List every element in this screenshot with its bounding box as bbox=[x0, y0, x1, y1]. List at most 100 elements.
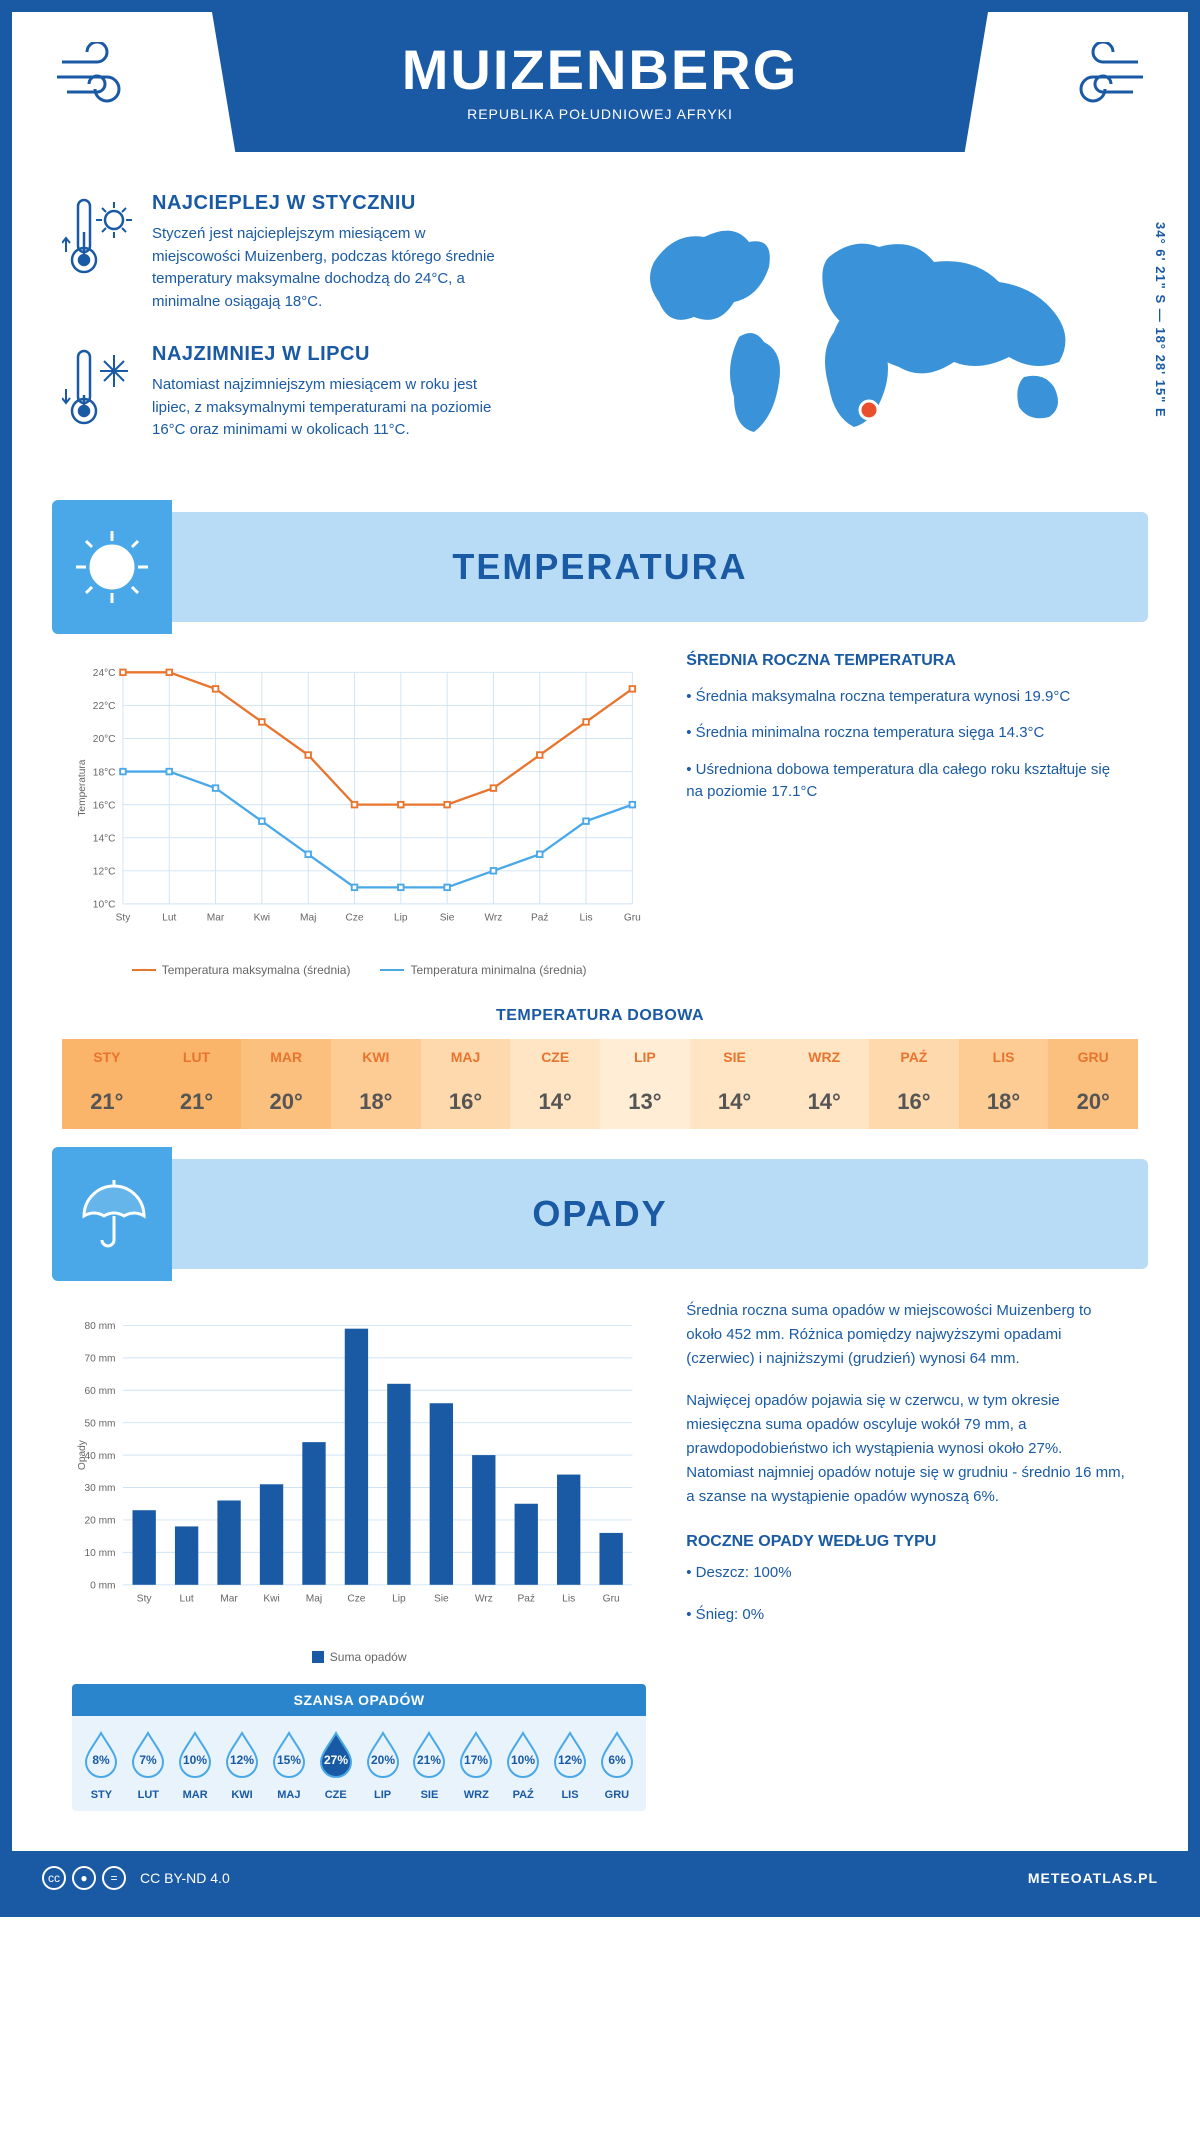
daily-col: LIS18° bbox=[959, 1039, 1049, 1129]
daily-col: LIP13° bbox=[600, 1039, 690, 1129]
legend-max: Temperatura maksymalna (średnia) bbox=[162, 963, 351, 977]
svg-text:Paź: Paź bbox=[531, 912, 549, 923]
daily-value: 18° bbox=[959, 1075, 1049, 1129]
daily-value: 14° bbox=[690, 1075, 780, 1129]
rain-chance-title: SZANSA OPADÓW bbox=[72, 1684, 646, 1716]
svg-text:Mar: Mar bbox=[220, 1593, 238, 1604]
daily-value: 16° bbox=[869, 1075, 959, 1129]
raindrop-icon: 6% bbox=[597, 1730, 637, 1778]
daily-temp-title: TEMPERATURA DOBOWA bbox=[12, 1007, 1188, 1025]
chance-col: 10%MAR bbox=[172, 1730, 219, 1801]
svg-text:Lip: Lip bbox=[392, 1593, 406, 1604]
daily-month: LUT bbox=[152, 1039, 242, 1075]
svg-text:Lut: Lut bbox=[180, 1593, 194, 1604]
warmest-text: Styczeń jest najcieplejszym miesiącem w … bbox=[152, 223, 512, 313]
svg-text:12%: 12% bbox=[558, 1753, 582, 1767]
daily-month: LIP bbox=[600, 1039, 690, 1075]
daily-month: STY bbox=[62, 1039, 152, 1075]
cc-icon: cc bbox=[42, 1866, 66, 1890]
chance-month: MAR bbox=[172, 1789, 219, 1801]
footer: cc ● = CC BY-ND 4.0 METEOATLAS.PL bbox=[12, 1851, 1188, 1905]
chance-col: 21% SIE bbox=[406, 1730, 453, 1801]
daily-month: CZE bbox=[510, 1039, 600, 1075]
daily-col: PAŹ16° bbox=[869, 1039, 959, 1129]
chance-col: 17% WRZ bbox=[453, 1730, 500, 1801]
header: MUIZENBERG REPUBLIKA POŁUDNIOWEJ AFRYKI bbox=[12, 12, 1188, 192]
sun-tab-icon bbox=[52, 500, 172, 634]
svg-text:Maj: Maj bbox=[306, 1593, 322, 1604]
legend-precip: Suma opadów bbox=[330, 1650, 407, 1664]
raindrop-icon: 10% bbox=[503, 1730, 543, 1778]
daily-col: WRZ14° bbox=[779, 1039, 869, 1129]
svg-text:Gru: Gru bbox=[624, 912, 641, 923]
svg-text:17%: 17% bbox=[464, 1753, 488, 1767]
daily-month: WRZ bbox=[779, 1039, 869, 1075]
svg-text:Lut: Lut bbox=[162, 912, 176, 923]
daily-col: CZE14° bbox=[510, 1039, 600, 1129]
raindrop-icon: 15% bbox=[269, 1730, 309, 1778]
svg-text:22°C: 22°C bbox=[93, 701, 116, 712]
warmest-title: NAJCIEPLEJ W STYCZNIU bbox=[152, 192, 512, 215]
chance-col: 6%GRU bbox=[593, 1730, 640, 1801]
svg-text:Sie: Sie bbox=[434, 1593, 449, 1604]
svg-text:14°C: 14°C bbox=[93, 833, 116, 844]
thermometer-snow-icon bbox=[62, 343, 132, 433]
page-root: MUIZENBERG REPUBLIKA POŁUDNIOWEJ AFRYKI … bbox=[0, 0, 1200, 1917]
svg-text:Wrz: Wrz bbox=[484, 912, 502, 923]
chance-col: 12%LIS bbox=[547, 1730, 594, 1801]
svg-text:Lis: Lis bbox=[580, 912, 593, 923]
raindrop-icon: 8% bbox=[81, 1730, 121, 1778]
chance-month: CZE bbox=[312, 1789, 359, 1801]
daily-value: 13° bbox=[600, 1075, 690, 1129]
svg-text:Cze: Cze bbox=[345, 912, 363, 923]
wind-icon bbox=[1058, 42, 1148, 126]
raindrop-icon: 20% bbox=[363, 1730, 403, 1778]
raindrop-icon: 21% bbox=[409, 1730, 449, 1778]
svg-text:30 mm: 30 mm bbox=[84, 1483, 115, 1494]
rain-chance-row: 8%STY7%LUT10%MAR12%KWI15%MAJ27%CZE20%LIP… bbox=[72, 1716, 646, 1811]
daily-value: 20° bbox=[241, 1075, 331, 1129]
daily-value: 21° bbox=[152, 1075, 242, 1129]
raindrop-icon: 12% bbox=[222, 1730, 262, 1778]
svg-text:Kwi: Kwi bbox=[254, 912, 270, 923]
svg-text:50 mm: 50 mm bbox=[84, 1418, 115, 1429]
precip-type-snow: • Śnieg: 0% bbox=[686, 1603, 1128, 1627]
daily-value: 20° bbox=[1048, 1075, 1138, 1129]
precipitation-banner: OPADY bbox=[52, 1159, 1148, 1269]
by-icon: ● bbox=[72, 1866, 96, 1890]
svg-text:60 mm: 60 mm bbox=[84, 1385, 115, 1396]
chance-month: WRZ bbox=[453, 1789, 500, 1801]
precipitation-body: 0 mm10 mm20 mm30 mm40 mm50 mm60 mm70 mm8… bbox=[12, 1299, 1188, 1811]
daily-month: SIE bbox=[690, 1039, 780, 1075]
temp-info-title: ŚREDNIA ROCZNA TEMPERATURA bbox=[686, 652, 1128, 670]
svg-text:10 mm: 10 mm bbox=[84, 1548, 115, 1559]
chance-col: 20%LIP bbox=[359, 1730, 406, 1801]
svg-text:Sty: Sty bbox=[137, 1593, 153, 1604]
svg-text:Wrz: Wrz bbox=[475, 1593, 493, 1604]
chance-month: PAŹ bbox=[500, 1789, 547, 1801]
svg-text:16°C: 16°C bbox=[93, 800, 116, 811]
rain-chance-box: SZANSA OPADÓW 8%STY7%LUT10%MAR12%KWI15%M… bbox=[72, 1684, 646, 1811]
temperature-heading: TEMPERATURA bbox=[452, 546, 747, 588]
svg-text:Lip: Lip bbox=[394, 912, 408, 923]
svg-text:18°C: 18°C bbox=[93, 767, 116, 778]
coldest-text: Natomiast najzimniejszym miesiącem w rok… bbox=[152, 374, 512, 442]
chance-month: SIE bbox=[406, 1789, 453, 1801]
svg-text:6%: 6% bbox=[608, 1753, 626, 1767]
daily-temp-table: STY21°LUT21°MAR20°KWI18°MAJ16°CZE14°LIP1… bbox=[62, 1039, 1138, 1129]
world-map-icon bbox=[610, 192, 1138, 452]
svg-text:20%: 20% bbox=[371, 1753, 395, 1767]
thermometer-sun-icon bbox=[62, 192, 132, 282]
temp-bullet-3: • Uśredniona dobowa temperatura dla całe… bbox=[686, 759, 1128, 804]
chance-col: 15%MAJ bbox=[265, 1730, 312, 1801]
svg-text:Paź: Paź bbox=[517, 1593, 535, 1604]
precipitation-heading: OPADY bbox=[532, 1193, 667, 1235]
temperature-info: ŚREDNIA ROCZNA TEMPERATURA • Średnia mak… bbox=[686, 652, 1128, 977]
daily-value: 14° bbox=[510, 1075, 600, 1129]
precip-p1: Średnia roczna suma opadów w miejscowośc… bbox=[686, 1299, 1128, 1371]
temp-bullet-2: • Średnia minimalna roczna temperatura s… bbox=[686, 722, 1128, 745]
svg-text:12°C: 12°C bbox=[93, 866, 116, 877]
svg-text:24°C: 24°C bbox=[93, 668, 116, 679]
daily-month: KWI bbox=[331, 1039, 421, 1075]
daily-col: MAJ16° bbox=[421, 1039, 511, 1129]
